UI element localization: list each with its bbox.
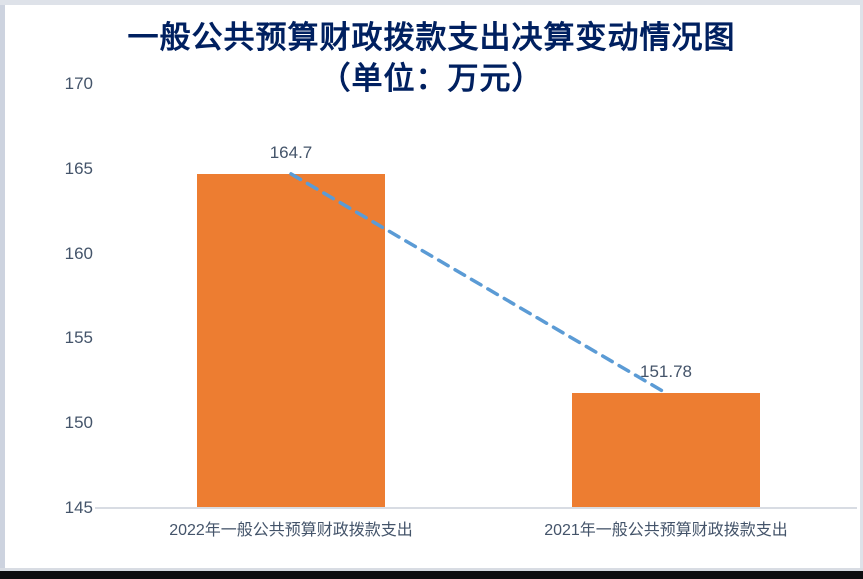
frame-border-left [0, 0, 5, 579]
window-bottom-strip [0, 571, 863, 579]
bar-2022年 [197, 173, 385, 508]
y-tick-label: 160 [64, 243, 93, 263]
y-tick-label: 155 [64, 328, 93, 348]
y-tick-label: 165 [64, 158, 93, 178]
bar-2021年 [572, 393, 760, 508]
x-category-label: 2022年一般公共预算财政拨款支出 [169, 522, 413, 539]
data-label: 151.78 [640, 362, 692, 381]
frame-border-top [0, 0, 863, 5]
y-tick-label: 150 [64, 413, 93, 433]
chart-title: 一般公共预算财政拨款支出决算变动情况图 （单位：万元） [0, 18, 863, 100]
data-label: 164.7 [269, 142, 313, 162]
x-category-label: 2021年一般公共预算财政拨款支出 [544, 522, 788, 539]
x-axis-line [95, 507, 857, 509]
frame-border-bottom [0, 568, 863, 571]
chart-title-line2: （单位：万元） [319, 61, 544, 97]
frame-border-right [860, 0, 863, 579]
y-tick-label: 145 [64, 498, 93, 517]
y-tick-label: 170 [64, 74, 93, 93]
chart-title-line1: 一般公共预算财政拨款支出决算变动情况图 [127, 20, 736, 56]
